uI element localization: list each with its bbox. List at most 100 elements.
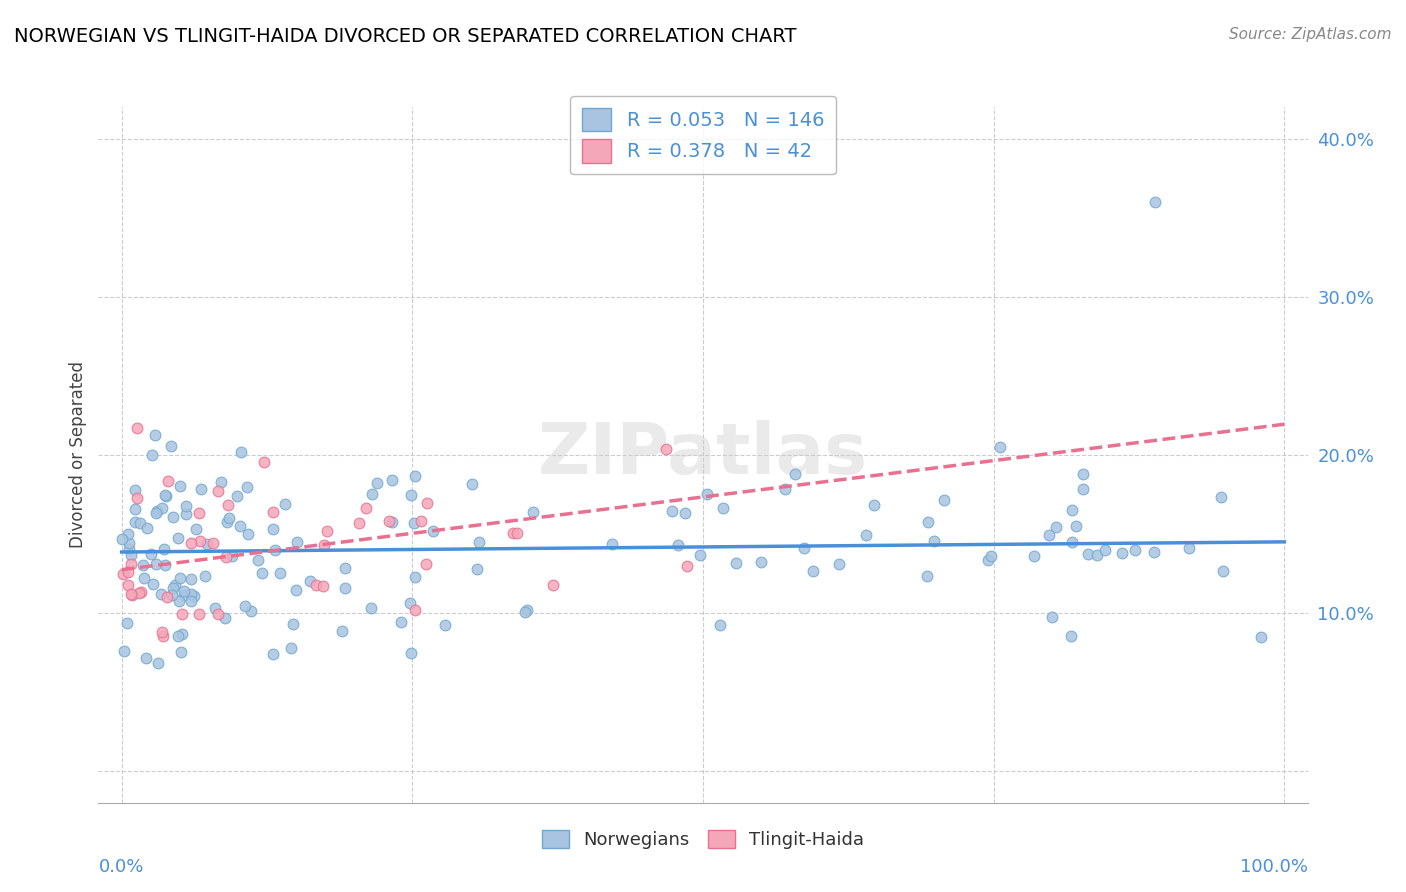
Point [162,510,184,524]
Point [274,497,297,511]
Point [855,527,877,541]
Point [236,480,259,494]
Y-axis label: Divorced or Separated: Divorced or Separated [69,361,87,549]
Point [917,515,939,529]
Point [262,522,284,536]
Point [246,552,269,566]
Point [378,514,401,528]
Point [139,547,162,561]
Point [1111,546,1133,560]
Point [184,522,207,536]
Point [253,455,276,469]
Point [1144,194,1167,209]
Point [187,607,209,621]
Point [121,557,143,571]
Point [117,535,139,549]
Point [709,618,731,632]
Point [207,607,229,621]
Point [195,537,218,551]
Point [399,596,422,610]
Text: NORWEGIAN VS TLINGIT-HAIDA DIVORCED OR SEPARATED CORRELATION CHART: NORWEGIAN VS TLINGIT-HAIDA DIVORCED OR S… [14,27,797,45]
Point [299,574,322,589]
Point [180,594,202,608]
Point [402,516,425,531]
Point [1212,564,1234,578]
Point [188,534,211,549]
Point [236,526,259,541]
Point [112,644,135,658]
Point [229,519,252,533]
Point [269,566,291,581]
Point [150,500,173,515]
Point [170,627,193,641]
Point [347,516,370,531]
Point [1060,629,1083,643]
Point [1060,534,1083,549]
Point [174,499,197,513]
Point [135,521,157,535]
Point [155,489,177,503]
Point [513,605,536,619]
Point [183,589,205,603]
Point [1022,549,1045,563]
Point [380,474,402,488]
Point [1045,520,1067,534]
Point [169,479,191,493]
Point [335,561,357,575]
Point [145,557,167,571]
Point [153,541,176,556]
Point [170,607,193,621]
Point [502,525,524,540]
Point [143,428,166,442]
Point [1123,542,1146,557]
Point [262,647,284,661]
Point [153,558,176,572]
Point [465,562,488,576]
Point [522,505,544,519]
Point [1178,541,1201,555]
Point [128,586,150,600]
Point [145,506,167,520]
Point [1038,528,1060,542]
Point [711,500,734,515]
Point [169,571,191,585]
Point [149,587,172,601]
Point [314,538,336,552]
Point [209,475,232,490]
Legend: Norwegians, Tlingit-Haida: Norwegians, Tlingit-Haida [534,822,872,856]
Point [506,526,529,541]
Point [404,603,426,617]
Point [146,656,169,670]
Point [194,568,217,582]
Point [1143,545,1166,559]
Text: 100.0%: 100.0% [1240,858,1308,876]
Text: 0.0%: 0.0% [98,858,143,876]
Point [120,586,142,600]
Point [117,565,139,579]
Point [1064,519,1087,533]
Point [124,483,146,497]
Point [676,558,699,573]
Point [166,628,188,642]
Point [1060,503,1083,517]
Point [285,582,308,597]
Point [305,577,328,591]
Point [179,587,201,601]
Point [404,570,426,584]
Point [1040,610,1063,624]
Point [1209,490,1232,504]
Point [141,448,163,462]
Point [145,504,167,518]
Point [404,469,426,483]
Point [173,583,195,598]
Point [264,542,287,557]
Point [231,445,253,459]
Point [207,483,229,498]
Point [934,493,956,508]
Point [1071,467,1094,481]
Point [129,516,152,531]
Point [389,615,412,629]
Point [218,511,240,525]
Point [312,579,335,593]
Point [285,535,308,549]
